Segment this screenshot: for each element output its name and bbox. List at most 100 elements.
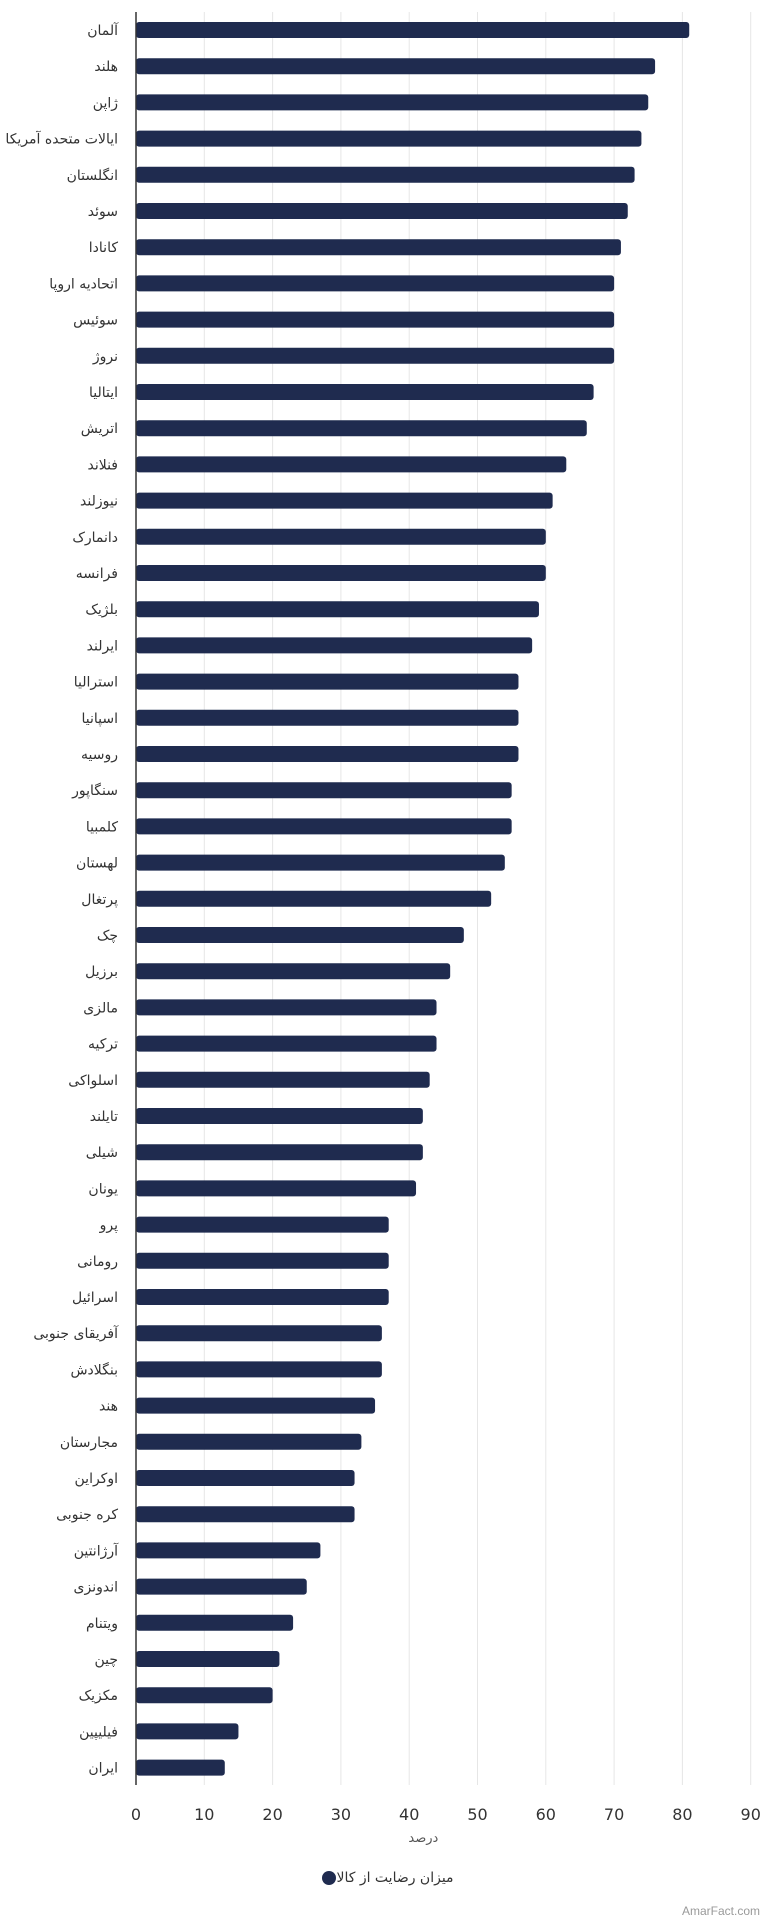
bar[interactable] bbox=[136, 275, 615, 292]
x-tick-label: 50 bbox=[467, 1805, 487, 1824]
category-label: مجارستان bbox=[60, 1435, 118, 1451]
bar[interactable] bbox=[136, 58, 656, 75]
category-label: ایران bbox=[88, 1761, 118, 1777]
category-label: لهستان bbox=[76, 856, 118, 872]
bar[interactable] bbox=[136, 384, 594, 400]
bar[interactable] bbox=[136, 709, 519, 726]
bar[interactable] bbox=[136, 1035, 437, 1052]
category-label: دانمارک bbox=[72, 530, 118, 546]
bar[interactable] bbox=[136, 1578, 307, 1595]
bar[interactable] bbox=[136, 637, 533, 654]
bar[interactable] bbox=[136, 927, 464, 943]
category-labels: آلمان هلند ژاپن ایالات متحده آمریکا انگلستان… bbox=[5, 22, 119, 1777]
category-label: سوئد bbox=[88, 204, 118, 220]
category-label: یونان bbox=[88, 1181, 118, 1197]
bar[interactable] bbox=[136, 1108, 423, 1124]
bar[interactable] bbox=[136, 94, 649, 111]
category-label: مکزیک bbox=[79, 1688, 118, 1704]
bar[interactable] bbox=[136, 963, 451, 980]
bar[interactable] bbox=[136, 456, 567, 473]
bar[interactable] bbox=[136, 1361, 382, 1378]
x-tick-label: 80 bbox=[672, 1805, 692, 1824]
category-label: فیلیپین bbox=[79, 1724, 118, 1740]
category-label: هلند bbox=[94, 59, 118, 75]
category-label: کره جنوبی bbox=[56, 1507, 118, 1523]
bar[interactable] bbox=[136, 818, 512, 835]
category-label: آفریقای جنوبی bbox=[33, 1325, 119, 1342]
bar[interactable] bbox=[136, 1325, 382, 1342]
bar[interactable] bbox=[136, 130, 642, 147]
bar[interactable] bbox=[136, 673, 519, 690]
legend[interactable]: میزان رضایت از کالا bbox=[0, 1870, 768, 1886]
category-label: شیلی bbox=[86, 1145, 118, 1161]
category-label: ایالات متحده آمریکا bbox=[5, 131, 118, 148]
bar[interactable] bbox=[136, 1542, 321, 1559]
bar[interactable] bbox=[136, 22, 690, 38]
x-tick-labels: 0 10 20 30 40 50 60 70 80 90 bbox=[131, 1805, 761, 1824]
bar[interactable] bbox=[136, 1216, 389, 1233]
bar[interactable] bbox=[136, 1289, 389, 1305]
category-label: اتریش bbox=[81, 421, 118, 437]
bar[interactable] bbox=[136, 1470, 355, 1486]
category-label: ویتنام bbox=[86, 1616, 118, 1632]
category-label: اتحادیه اروپا bbox=[49, 276, 118, 292]
bar[interactable] bbox=[136, 1397, 376, 1414]
bar[interactable] bbox=[136, 1687, 273, 1704]
category-label: بلژیک bbox=[85, 602, 118, 618]
category-label: فرانسه bbox=[76, 566, 118, 582]
category-label: آرژانتین bbox=[74, 1542, 119, 1559]
category-label: اسلواکی bbox=[68, 1073, 118, 1089]
bar[interactable] bbox=[136, 203, 628, 219]
x-tick-label: 30 bbox=[331, 1805, 351, 1824]
category-label: آلمان bbox=[87, 22, 119, 39]
x-tick-label: 0 bbox=[131, 1805, 141, 1824]
bar[interactable] bbox=[136, 492, 553, 509]
legend-marker-icon bbox=[322, 1871, 337, 1885]
category-label: روسیه bbox=[81, 747, 118, 763]
bar-chart: آلمان هلند ژاپن ایالات متحده آمریکا انگلستان… bbox=[5, 12, 761, 1846]
bar[interactable] bbox=[136, 565, 546, 581]
bar[interactable] bbox=[136, 1433, 362, 1450]
bar[interactable] bbox=[136, 1723, 239, 1740]
bar[interactable] bbox=[136, 166, 635, 183]
bar[interactable] bbox=[136, 347, 615, 364]
category-label: نیوزلند bbox=[80, 494, 118, 510]
bar[interactable] bbox=[136, 854, 505, 871]
category-label: بنگلادش bbox=[70, 1361, 118, 1378]
bar[interactable] bbox=[136, 1759, 225, 1776]
category-label: کلمبیا bbox=[86, 819, 118, 835]
bar[interactable] bbox=[136, 528, 546, 545]
bar[interactable] bbox=[136, 999, 437, 1016]
x-tick-label: 10 bbox=[194, 1805, 214, 1824]
bar[interactable] bbox=[136, 1506, 355, 1523]
bar[interactable] bbox=[136, 1651, 280, 1667]
bars bbox=[136, 22, 690, 1776]
watermark: AmarFact.com bbox=[681, 1904, 760, 1918]
bar[interactable] bbox=[136, 239, 621, 256]
x-tick-label: 20 bbox=[262, 1805, 282, 1824]
category-label: اسپانیا bbox=[82, 711, 119, 727]
bar[interactable] bbox=[136, 311, 615, 328]
legend-series-name: میزان رضایت از کالا bbox=[336, 1870, 454, 1886]
category-label: تایلند bbox=[90, 1109, 118, 1125]
bar[interactable] bbox=[136, 890, 492, 907]
bar[interactable] bbox=[136, 782, 512, 799]
category-label: ایتالیا bbox=[89, 385, 118, 401]
category-label: هند bbox=[99, 1399, 118, 1415]
bar[interactable] bbox=[136, 1071, 430, 1088]
bar[interactable] bbox=[136, 1144, 423, 1161]
bar[interactable] bbox=[136, 746, 519, 762]
x-tick-label: 60 bbox=[536, 1805, 556, 1824]
bar[interactable] bbox=[136, 420, 587, 437]
bar[interactable] bbox=[136, 601, 539, 618]
category-label: مالزی bbox=[83, 1000, 118, 1016]
category-label: استرالیا bbox=[74, 675, 118, 691]
category-label: کانادا bbox=[89, 240, 119, 256]
category-label: پرو bbox=[99, 1218, 118, 1234]
category-label: ایرلند bbox=[87, 638, 118, 654]
category-label: فنلاند bbox=[87, 457, 118, 473]
category-label: رومانی bbox=[77, 1254, 118, 1270]
bar[interactable] bbox=[136, 1614, 294, 1631]
bar[interactable] bbox=[136, 1252, 389, 1269]
bar[interactable] bbox=[136, 1180, 417, 1197]
